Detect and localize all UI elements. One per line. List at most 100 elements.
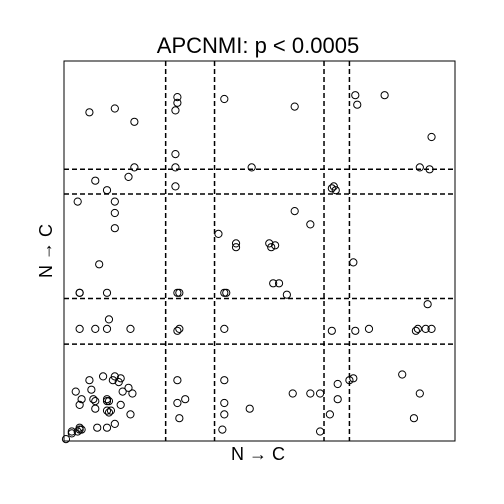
data-point: [173, 326, 182, 335]
data-point: [333, 395, 342, 404]
data-points: [61, 91, 436, 444]
data-point: [409, 414, 419, 423]
data-point: [175, 324, 184, 333]
data-point: [77, 425, 86, 434]
data-point: [116, 374, 125, 383]
data-point: [73, 427, 82, 436]
data-point: [114, 378, 123, 387]
data-point: [274, 279, 284, 288]
data-point: [220, 324, 229, 333]
data-point: [106, 406, 116, 415]
data-point: [128, 389, 137, 398]
data-point: [110, 372, 119, 381]
data-point: [87, 385, 96, 394]
data-point: [220, 410, 229, 419]
data-point: [102, 288, 112, 297]
data-point: [290, 207, 299, 216]
data-point: [108, 376, 117, 385]
data-point: [124, 383, 133, 392]
data-point: [411, 326, 420, 335]
data-point: [306, 220, 315, 229]
data-point: [110, 224, 119, 233]
data-point: [181, 395, 190, 404]
data-point: [89, 395, 98, 404]
data-point: [327, 326, 336, 335]
data-point: [425, 165, 434, 174]
data-point: [104, 408, 114, 417]
data-point: [110, 197, 119, 206]
data-point: [73, 197, 82, 206]
data-point: [93, 423, 102, 432]
data-point: [91, 404, 100, 413]
data-point: [104, 397, 114, 406]
data-point: [351, 91, 360, 100]
data-point: [173, 398, 182, 408]
data-point: [247, 163, 256, 172]
data-point: [306, 389, 315, 398]
data-point: [95, 260, 104, 269]
data-point: [353, 100, 362, 109]
data-point: [75, 400, 84, 409]
data-point: [421, 324, 430, 333]
data-point: [218, 425, 227, 434]
data-point: [91, 176, 100, 185]
data-point: [364, 324, 374, 333]
y-axis-label: N → C: [36, 224, 56, 278]
data-point: [171, 106, 180, 115]
data-point: [173, 98, 182, 107]
data-point: [325, 410, 334, 419]
data-point: [126, 324, 135, 333]
data-point: [222, 288, 231, 297]
data-point: [329, 182, 338, 191]
data-point: [75, 423, 84, 432]
data-point: [267, 243, 276, 252]
data-point: [118, 387, 127, 396]
data-point: [398, 370, 407, 379]
data-point: [351, 326, 360, 335]
data-point: [77, 395, 86, 404]
data-point: [288, 389, 297, 398]
data-point: [173, 93, 182, 102]
data-point: [110, 419, 119, 428]
data-point: [331, 186, 340, 195]
data-point: [102, 324, 112, 333]
data-point: [269, 279, 278, 288]
data-point: [102, 423, 112, 432]
data-point: [130, 163, 139, 172]
data-point: [327, 184, 336, 193]
data-point: [116, 400, 125, 409]
data-point: [427, 132, 436, 142]
data-point: [415, 163, 424, 172]
data-point: [171, 182, 180, 191]
data-point: [110, 208, 119, 218]
data-point: [415, 389, 424, 398]
data-point: [427, 324, 436, 333]
data-point: [220, 94, 229, 104]
data-point: [333, 379, 342, 389]
data-point: [316, 389, 325, 398]
data-point: [171, 150, 180, 159]
data-point: [345, 376, 354, 385]
data-point: [67, 429, 76, 438]
data-point: [75, 324, 84, 333]
data-point: [214, 229, 223, 238]
data-point: [71, 387, 80, 396]
data-point: [99, 372, 108, 381]
data-point: [231, 239, 241, 248]
divider-lines: [64, 61, 455, 441]
x-axis-label: N → C: [231, 444, 285, 464]
data-point: [265, 239, 274, 248]
data-point: [316, 427, 325, 436]
data-point: [290, 102, 299, 111]
data-point: [220, 376, 229, 385]
data-point: [245, 404, 254, 413]
data-point: [91, 324, 100, 333]
data-point: [175, 288, 184, 297]
data-point: [124, 172, 133, 181]
data-point: [349, 374, 358, 383]
chart-title: APCNMI: p < 0.0005: [157, 33, 359, 58]
data-point: [413, 324, 422, 333]
data-point: [380, 91, 389, 100]
data-point: [104, 315, 114, 324]
data-point: [423, 300, 432, 309]
